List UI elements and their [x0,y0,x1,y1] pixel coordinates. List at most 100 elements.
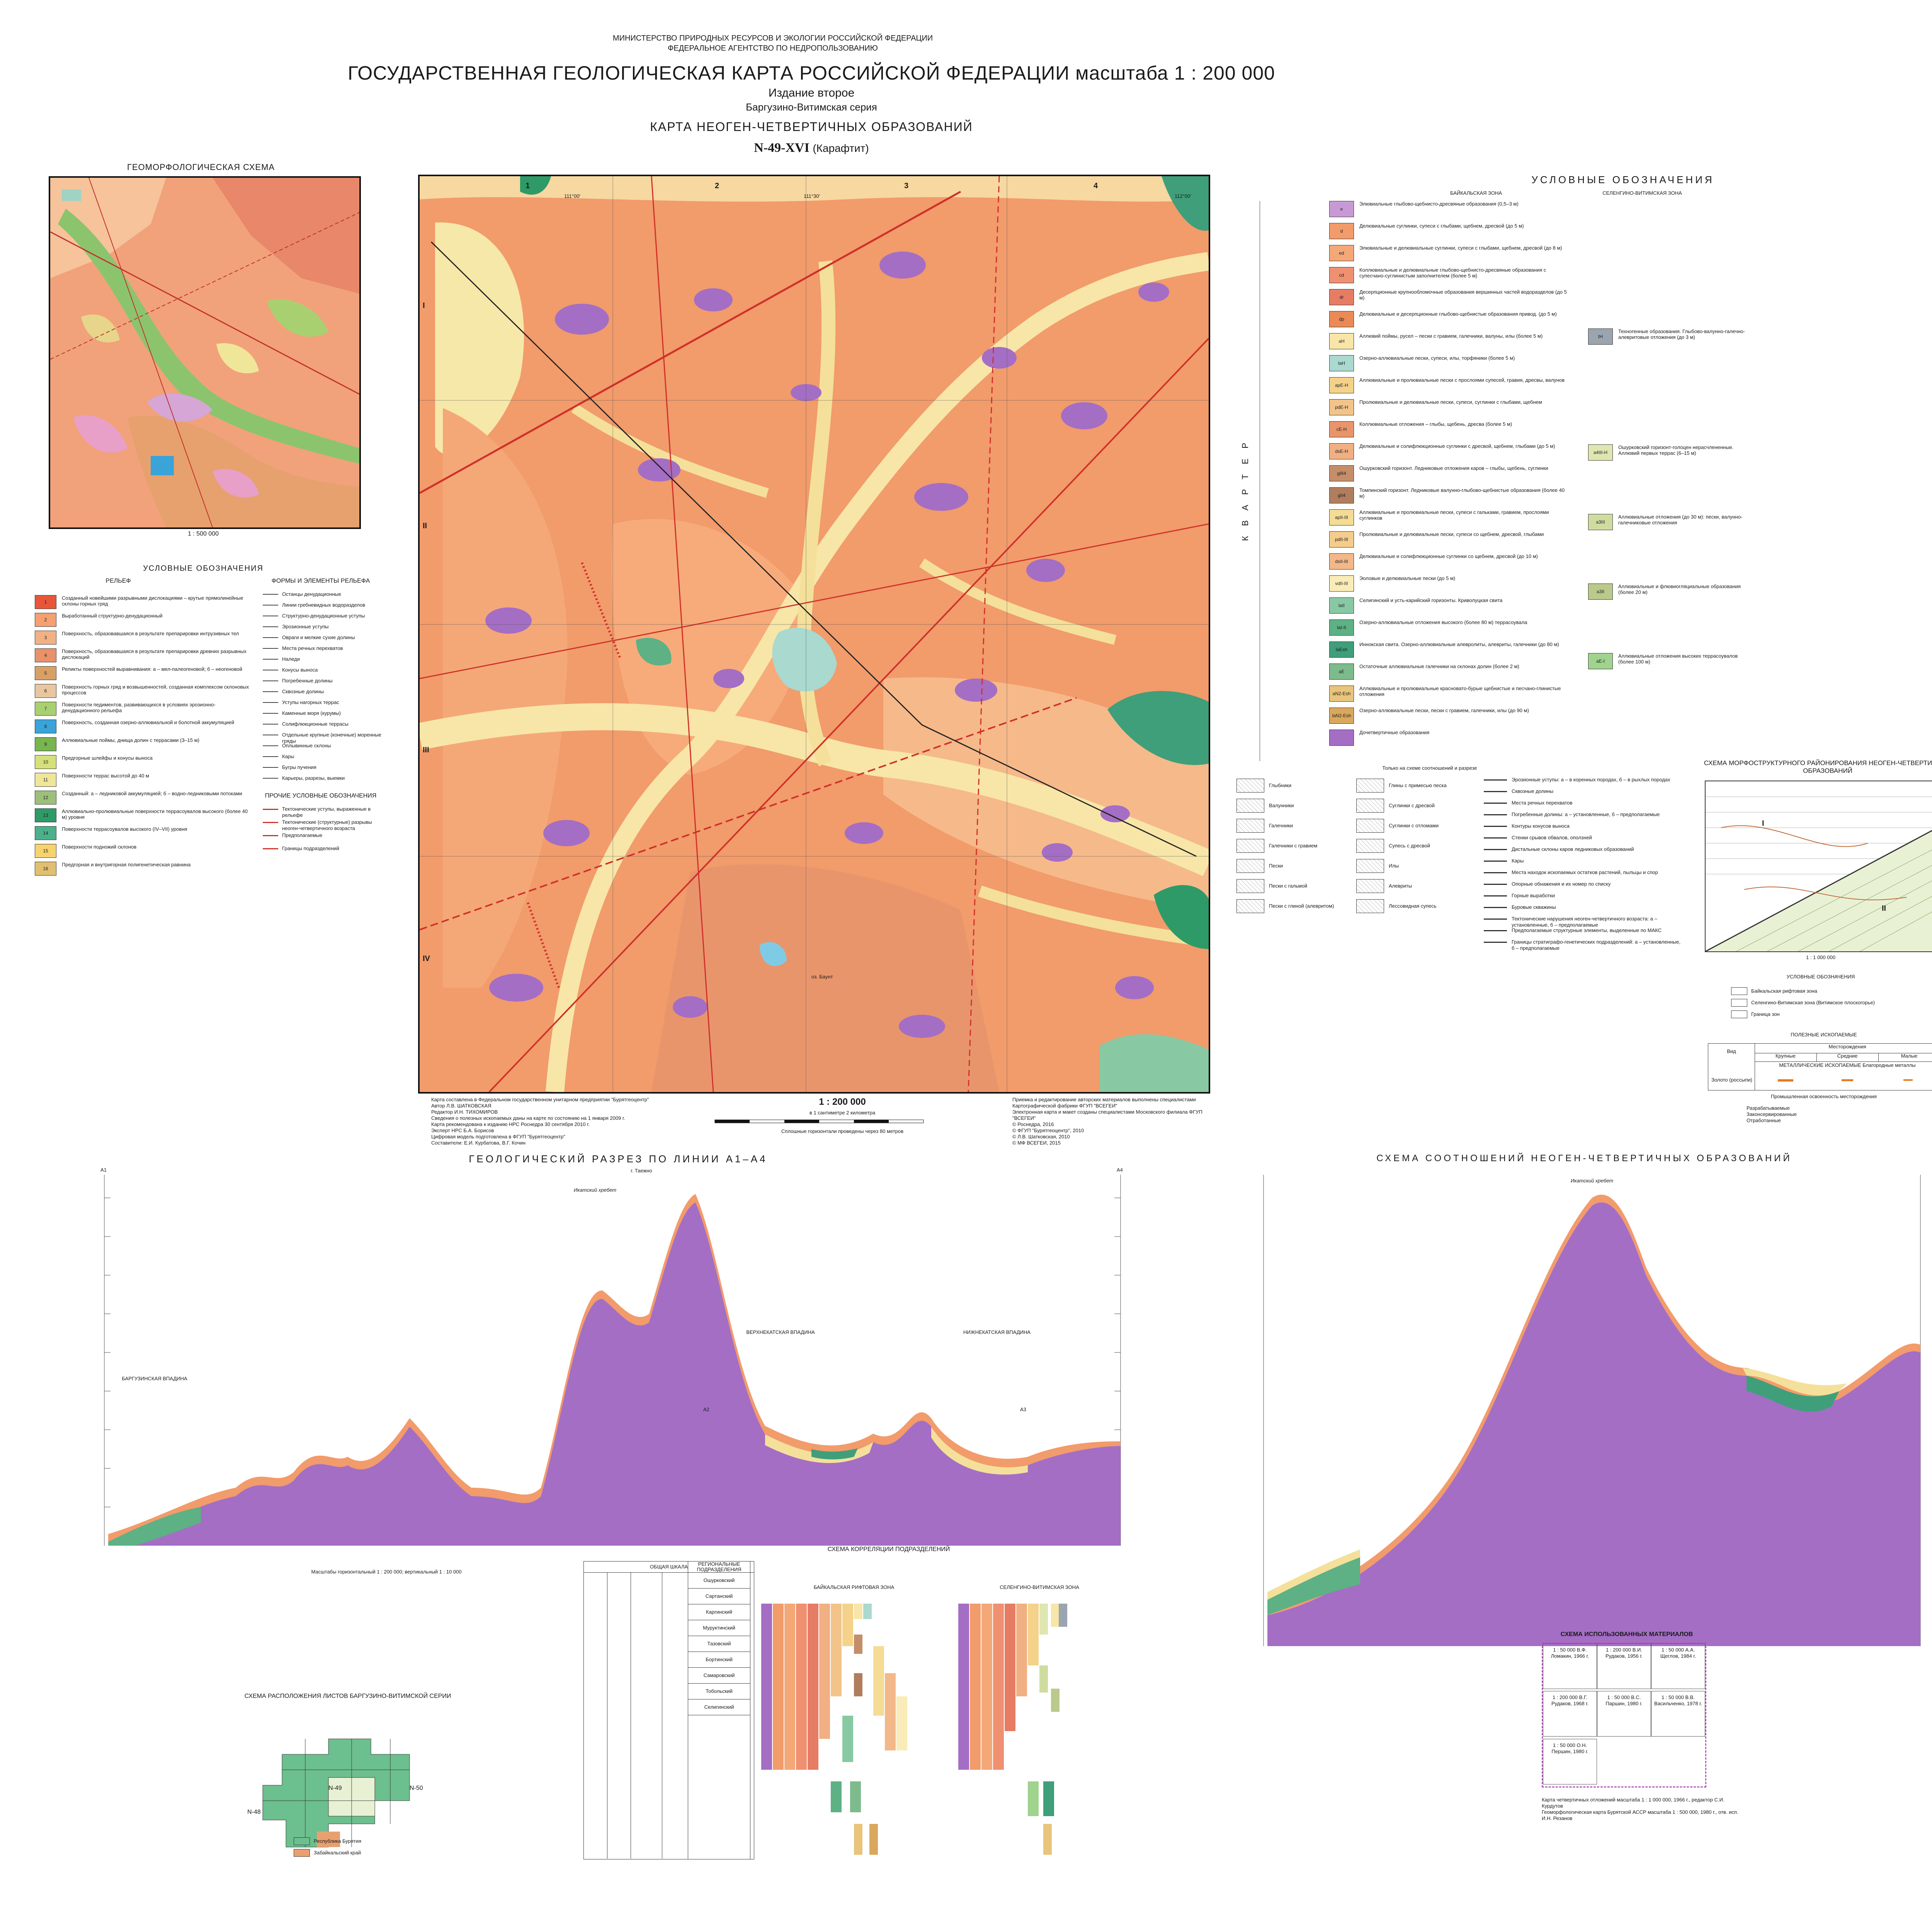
credit-line: © Л.В. Шатковская, 2010 [1012,1134,1070,1140]
symbol-text: Горные выработки [1512,893,1555,898]
legend-unit-row: laI-II Озерно-аллювиальные отложения высо… [1329,619,1569,641]
lithology-item: Валунники [1236,797,1356,815]
index-legend-label: Республика Бурятия [314,1838,362,1844]
legend-units: e Элювиальные глыбово-щебнисто-дресвяные … [1329,201,1569,752]
lithology-item: Пески с гальмой [1236,877,1356,895]
legend-unit-row: e Элювиальные глыбово-щебнисто-дресвяные … [1329,201,1569,223]
symbol-mark [1484,803,1507,804]
forms-symbol [263,637,278,638]
legend-unit-row: ed Элювиальные и делювиальные суглинки, с… [1329,245,1569,267]
credit-line: Эксперт НРС Б.А. Борисов [431,1128,494,1133]
forms-legend-text: Оплывинные склоны [282,743,331,748]
map-col-4: 4 [1094,182,1098,190]
other-legend-item: Границы подразделений [263,845,386,859]
corr-col-section [631,1573,662,1859]
section-point-a2: А2 [703,1407,709,1412]
symbol-text: Границы стратиграфо-генетических подразд… [1512,939,1680,951]
forms-legend-text: Солифлюкционные террасы [282,721,349,727]
legend-unit-row: aH Аллювий поймы, русел – пески с гравием… [1329,333,1569,355]
relations-svg [1263,1175,1921,1654]
forms-legend: Останцы денудационные Линии гребневидных … [263,591,386,786]
correlation-regional: РЕГИОНАЛЬНЫЕ ПОДРАЗДЕЛЕНИЯ Ошурковский Са… [688,1561,750,1859]
correlation-general-scale: ОБЩАЯ ШКАЛА [584,1561,754,1573]
forms-legend-text: Эрозионные уступы [282,624,329,629]
index-map [262,1738,410,1847]
minerals-footer: Промышленная освоенность месторождения [1771,1094,1877,1099]
correlation-regional-head: РЕГИОНАЛЬНЫЕ ПОДРАЗДЕЛЕНИЯ [688,1561,750,1573]
relief-legend-text: Поверхности педиментов, развивающихся в … [62,702,216,713]
morpho-swatch [1731,999,1747,1007]
relief-legend-row: 9 Аллювиальные поймы, днища долин с терра… [35,737,251,755]
geomorph-legend-title: УСЛОВНЫЕ ОБОЗНАЧЕНИЯ [143,564,264,573]
coord-top-2: 111°30' [804,193,820,199]
symbol-mark [1484,814,1507,815]
morpho-legend: Байкальская рифтовая зона Селенгино-Витим… [1731,985,1917,1020]
relief-legend-row: 13 Аллювиально-пролювиальные поверхности … [35,808,251,826]
legend-right-unit-swatch: a3II [1588,583,1613,600]
legend-unit-row: laN2-Esh Озерно-аллювиальные пески, пески… [1329,708,1569,730]
forms-legend-item: Овраги и мелкие сухие долины [263,634,386,645]
relief-legend: 1 Созданный новейшими разрывными дислокац… [35,595,251,879]
lithology-swatch [1356,799,1384,813]
materials-cell: 1 : 50 000 В.В. Васильченко, 1978 г. [1651,1691,1705,1737]
other-legend-text: Тектонические (структурные) разрывы неог… [282,819,372,831]
relief-legend-text: Поверхность, созданная озерно-аллювиальн… [62,720,235,725]
horizon-list: Ошурковский Сартанский Каргинский Муруктинс… [688,1573,750,1715]
forms-symbol [263,713,278,714]
horizon-item: Тобольский [688,1684,750,1699]
section-peak-label: г. Таежно [631,1168,652,1174]
materials-cell: 1 : 200 000 В.Г. Рудаков, 1968 г. [1543,1691,1597,1737]
lithology-item: Глины с примесью песка [1356,777,1476,794]
forms-symbol [263,594,278,595]
materials-title: СХЕМА ИСПОЛЬЗОВАННЫХ МАТЕРИАЛОВ [1560,1631,1693,1638]
relief-legend-row: 7 Поверхности педиментов, развивающихся в… [35,702,251,720]
legend-right-units: tH Техногенные образования. Глыбово-валун… [1588,328,1750,723]
relief-legend-row: 2 Выработанный структурно-денудационный [35,613,251,631]
fault-symbol [263,848,278,849]
index-legend-row: Забайкальский край [294,1847,410,1859]
credit-line: Электронная карта и макет созданы специа… [1012,1109,1202,1121]
symbol-item: Эрозионные уступы: а – в коренных порода… [1484,777,1685,788]
legend-right-unit-text: Техногенные образования. Глыбово-валунно… [1618,328,1745,340]
map-scale-sub: в 1 сантиметре 2 километра [809,1110,876,1116]
forms-legend-text: Каменные моря (курумы) [282,710,341,716]
relief-legend-row: 15 Поверхности подножий склонов [35,844,251,862]
relief-legend-text: Поверхности подножий склонов [62,844,137,850]
morpho-swatch [1731,987,1747,995]
materials-cell: 1 : 50 000 А.А. Щеглов, 1984 г. [1651,1643,1705,1689]
minerals-row: Золото (россыпи) [1711,1077,1752,1083]
minerals-col-2: Средние [1816,1053,1879,1062]
legend-unit-row: pdII-III Пролювиальные и делювиальные пес… [1329,531,1569,553]
map-name: КАРТА НЕОГЕН-ЧЕТВЕРТИЧНЫХ ОБРАЗОВАНИЙ [650,120,973,134]
forms-legend-text: Линии гребневидных водоразделов [282,602,366,608]
symbol-text: Опорные обнажения и их номер по списку [1512,881,1611,887]
symbol-text: Места речных перехватов [1512,800,1573,806]
materials-cell: 1 : 50 000 В.Ф. Ломакин, 1966 г. [1543,1643,1597,1689]
relief-legend-text: Созданный новейшими разрывными дислокаци… [62,595,243,607]
index-legend-swatch [294,1837,310,1845]
map-credits-left: Карта составлена в Федеральном государст… [431,1097,733,1146]
legend-right-unit-text: Аллювиальные отложения (до 30 м): пески,… [1618,514,1743,526]
forms-legend-text: Останцы денудационные [282,591,341,597]
legend-unit-swatch: pdE-H [1329,399,1354,415]
lithology-swatch [1236,859,1264,873]
morpho-legend-title: УСЛОВНЫЕ ОБОЗНАЧЕНИЯ [1786,974,1855,980]
legend-unit-row: laEsh Иннокская свита. Озерно-аллювиальны… [1329,641,1569,663]
relief-legend-row: 14 Поверхности террасоувалов высокого (IV… [35,826,251,844]
geomorph-svg [50,178,359,527]
relief-swatch: 11 [35,773,56,787]
credit-line: © Роснедра, 2016 [1012,1121,1054,1127]
relief-legend-text: Созданный: а – ледниковой аккумуляцией; … [62,791,242,796]
legend-unit-row: gII4 Томпинский горизонт. Ледниковые валу… [1329,487,1569,509]
lithology-legend: Глыбники Глины с примесью песка Валунники С… [1236,777,1476,915]
relief-legend-row: 11 Поверхности террас высотой до 40 м [35,773,251,791]
lithology-swatch [1236,839,1264,853]
relief-swatch: 7 [35,702,56,716]
other-legend-text: Тектонические уступы, выраженные в релье… [282,806,371,818]
relief-swatch: 1 [35,595,56,609]
lithology-item: Галечники [1236,817,1356,835]
section-point-a1: А1 [100,1167,107,1173]
symbol-mark [1484,861,1507,862]
relief-swatch: 2 [35,613,56,627]
forms-legend-item: Наледи [263,656,386,667]
